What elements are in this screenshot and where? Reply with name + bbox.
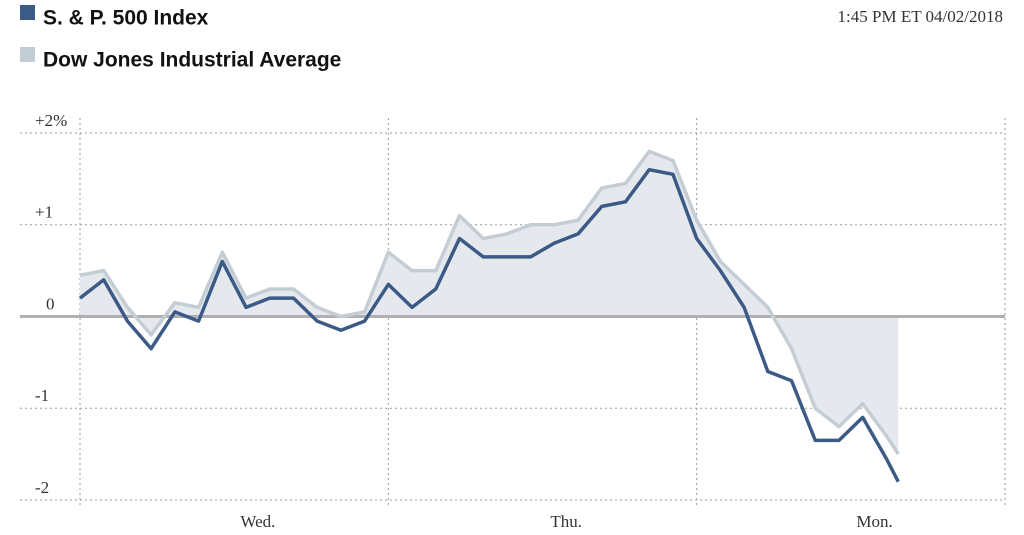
legend-label: Dow Jones Industrial Average [43,49,341,72]
y-tick-label: +2% [35,111,67,130]
y-tick-label: +1 [35,203,53,222]
y-tick-label: -2 [35,478,49,497]
x-tick-label: Wed. [240,512,275,531]
legend-swatch [20,47,35,62]
line [78,167,900,483]
legend-label: S. & P. 500 Index [43,7,209,30]
x-tick-label: Thu. [550,512,582,531]
x-tick-label: Mon. [856,512,892,531]
line [79,149,900,456]
y-tick-label: 0 [46,294,55,313]
legend-swatch [20,5,35,20]
timestamp: 1:45 PM ET 04/02/2018 [838,7,1003,26]
y-tick-label: -1 [35,386,49,405]
